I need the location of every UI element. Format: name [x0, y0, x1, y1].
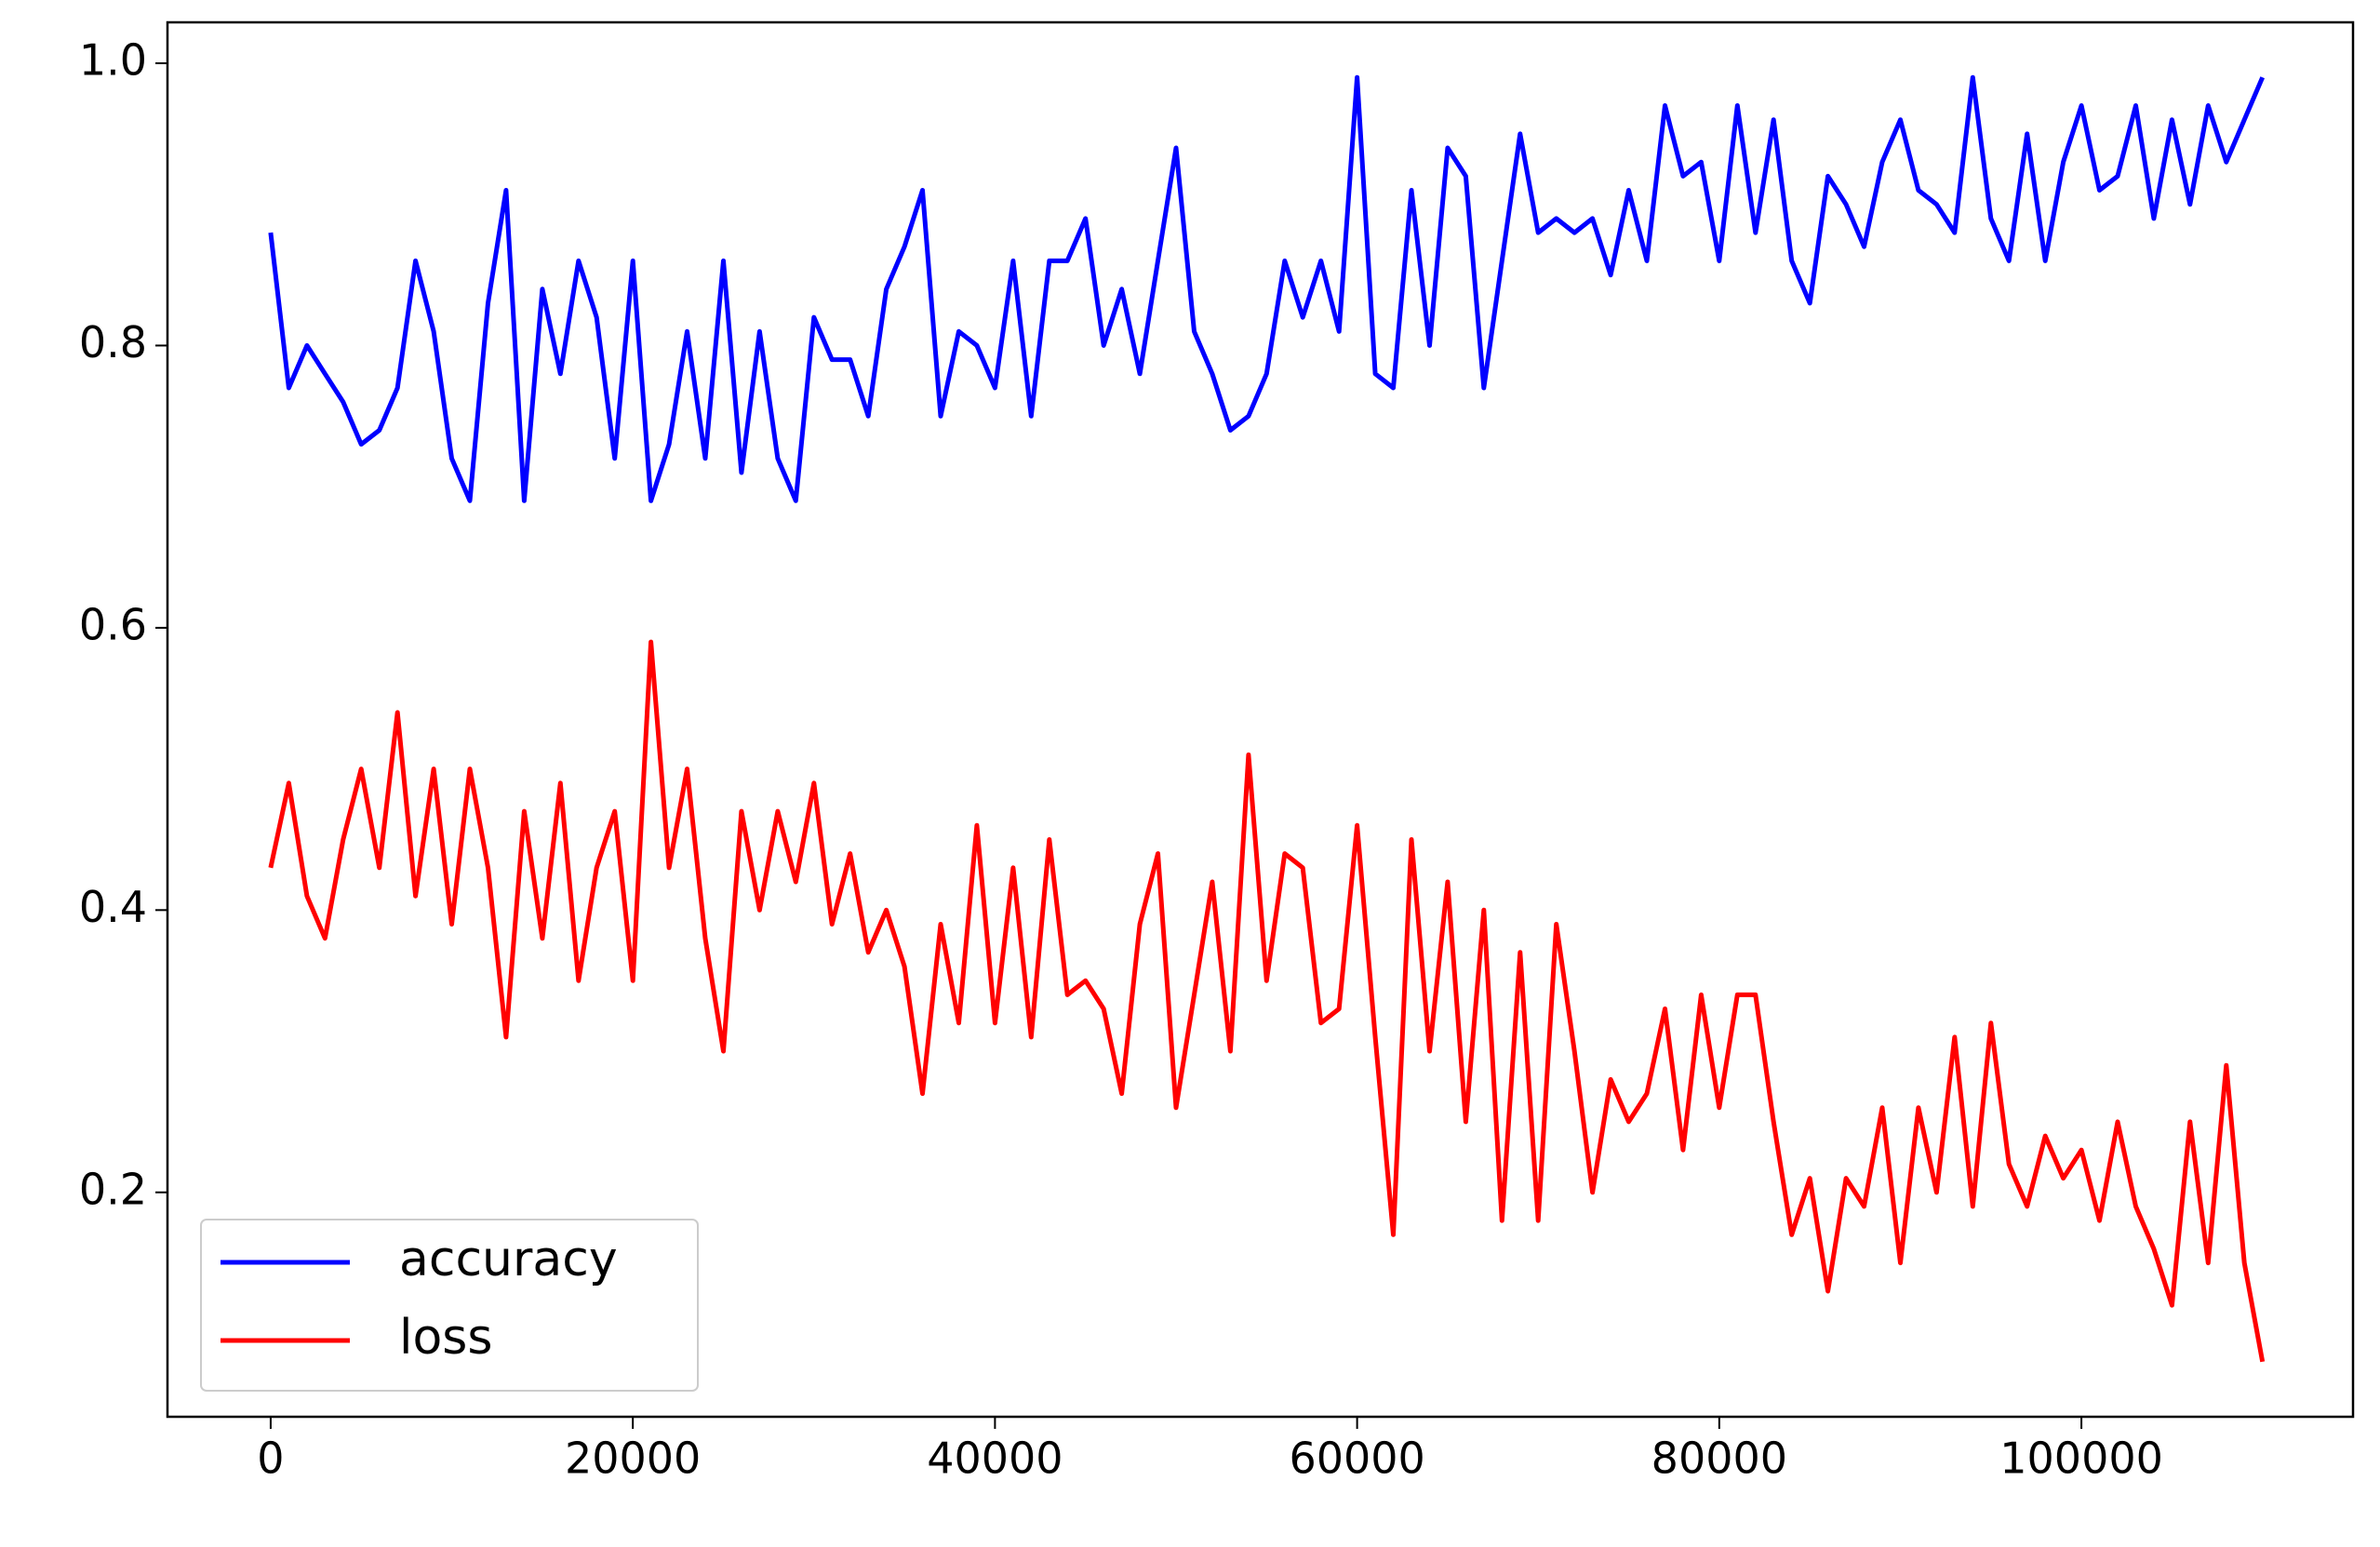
- y-tick-label: 0.8: [79, 317, 147, 367]
- line-series: [268, 74, 2265, 503]
- legend-label: loss: [399, 1310, 492, 1366]
- plot-frame: [166, 20, 2355, 1419]
- x-tick-label: 60000: [1289, 1434, 1424, 1484]
- y-tick-label: 0.2: [79, 1164, 147, 1214]
- y-tick-label: 0.4: [79, 882, 147, 932]
- line-series: [268, 639, 2266, 1363]
- x-tick-label: 100000: [1999, 1434, 2163, 1484]
- x-tick-label: 80000: [1651, 1434, 1787, 1484]
- x-tick-label: 20000: [565, 1434, 701, 1484]
- x-tick-label: 40000: [927, 1434, 1063, 1484]
- x-tick-label: 0: [257, 1434, 284, 1484]
- y-tick-label: 0.6: [79, 599, 147, 649]
- legend-label: accuracy: [399, 1232, 618, 1287]
- y-tick-label: 1.0: [79, 34, 147, 85]
